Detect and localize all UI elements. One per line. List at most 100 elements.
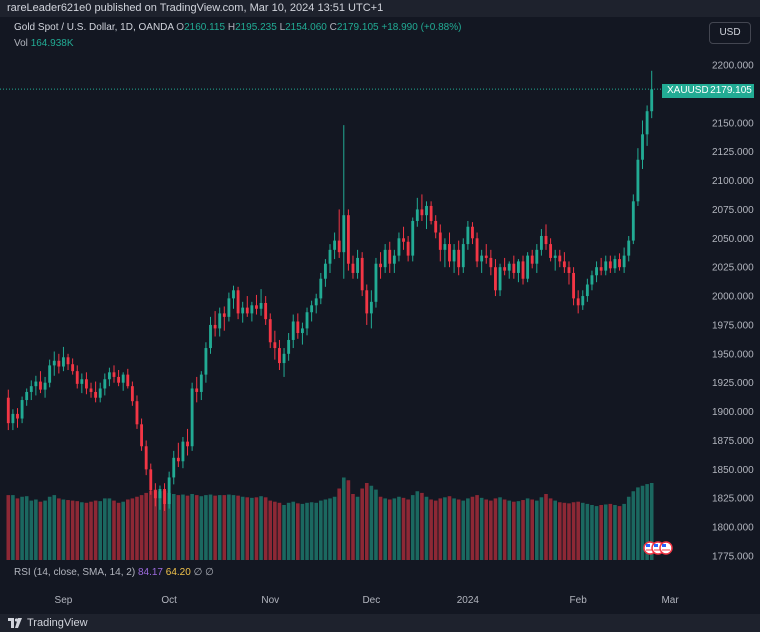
candle-body	[480, 255, 484, 262]
candle-body	[374, 263, 378, 302]
volume-bar	[34, 499, 38, 560]
candle-body	[461, 244, 465, 268]
volume-bar	[489, 500, 493, 560]
y-tick-label: 1850.000	[712, 465, 754, 476]
candle-body	[195, 388, 199, 392]
candle-body	[52, 360, 56, 366]
volume-bar	[323, 499, 328, 560]
volume-bar	[622, 503, 626, 560]
price-tag-value: 2179.105	[708, 84, 754, 98]
x-tick-label: Mar	[661, 595, 679, 606]
volume-bar	[305, 502, 309, 560]
volume-bar	[535, 500, 539, 560]
candle-body	[190, 388, 194, 447]
volume-bar	[222, 495, 227, 560]
candle-body	[558, 255, 562, 262]
candle-body	[11, 413, 15, 424]
volume-bar	[231, 495, 236, 560]
candle-body	[402, 238, 405, 242]
candle-body	[581, 296, 585, 306]
volume-bar	[406, 499, 410, 560]
candle-body	[301, 328, 304, 334]
volume-bar	[364, 483, 369, 560]
candle-body	[264, 302, 268, 320]
volume-bar	[576, 501, 580, 560]
candle-body	[549, 244, 553, 258]
candle-body	[466, 226, 470, 245]
candle-body	[25, 391, 29, 401]
volume-bar	[493, 498, 498, 560]
volume-bar	[479, 497, 484, 560]
candle-body	[112, 372, 116, 377]
volume-bar	[420, 492, 424, 560]
candle-body	[62, 357, 65, 367]
candle-body	[489, 257, 493, 268]
candle-body	[438, 232, 442, 250]
candle-body	[117, 376, 121, 383]
currency-button[interactable]: USD	[709, 22, 751, 44]
candle-body	[627, 240, 631, 256]
rsi-hidden-icon: ∅	[193, 567, 203, 578]
candle-body	[337, 240, 341, 253]
volume-bar	[319, 500, 323, 560]
y-tick-label: 2000.000	[712, 292, 754, 303]
volume-bar	[296, 503, 300, 560]
rsi-value: 84.17	[137, 567, 163, 578]
volume-bar	[254, 497, 259, 560]
volume-bar	[24, 496, 29, 560]
volume-bar	[521, 500, 525, 560]
event-flag-icon[interactable]	[659, 541, 673, 555]
volume-bar	[378, 496, 383, 560]
volume-bar	[70, 500, 75, 560]
volume-label: Vol	[14, 38, 28, 49]
volume-bar	[355, 496, 360, 560]
candle-body	[636, 159, 640, 202]
candle-body	[415, 209, 419, 221]
candle-body	[650, 89, 654, 112]
volume-bar	[484, 499, 489, 560]
volume-bar	[162, 490, 167, 560]
candle-body	[80, 379, 84, 384]
volume-bar	[640, 485, 645, 560]
candle-body	[186, 441, 189, 447]
volume-bar	[594, 506, 599, 560]
volume-bar	[341, 477, 346, 560]
volume-bar	[502, 499, 507, 560]
volume-bar	[617, 506, 622, 560]
y-tick-label: 1875.000	[712, 436, 754, 447]
volume-bar	[282, 505, 286, 560]
volume-bar	[6, 495, 11, 560]
volume-bar	[557, 502, 562, 560]
volume-bar	[415, 491, 420, 560]
candle-body	[471, 226, 474, 239]
candle-body	[333, 240, 337, 250]
candle-body	[576, 298, 580, 306]
candle-body	[512, 263, 516, 273]
candle-body	[429, 205, 433, 221]
volume-bar	[603, 504, 608, 560]
volume-bar	[383, 498, 387, 560]
candle-body	[567, 267, 571, 273]
candle-body	[163, 488, 166, 505]
volume-bar	[245, 497, 250, 560]
volume-bar	[512, 501, 516, 560]
volume-bar	[116, 502, 121, 560]
candle-body	[222, 313, 226, 317]
volume-bar	[429, 499, 433, 560]
candle-body	[176, 457, 180, 462]
volume-bar	[121, 501, 125, 560]
candle-body	[494, 267, 497, 291]
candle-body	[43, 382, 47, 390]
candle-body	[484, 255, 488, 258]
candle-body	[103, 379, 107, 389]
volume-bar	[456, 499, 461, 560]
volume-bar	[259, 496, 263, 560]
y-tick-label: 1975.000	[712, 320, 754, 331]
volume-bar	[530, 499, 535, 560]
candle-body	[631, 201, 635, 241]
chart-canvas[interactable]: 1775.000 1800.000 1825.000 1850.000 1875.000…	[0, 17, 760, 614]
volume-bar	[309, 502, 314, 560]
candle-body	[268, 319, 272, 343]
volume-bar	[38, 501, 43, 560]
volume-bar	[11, 495, 15, 560]
